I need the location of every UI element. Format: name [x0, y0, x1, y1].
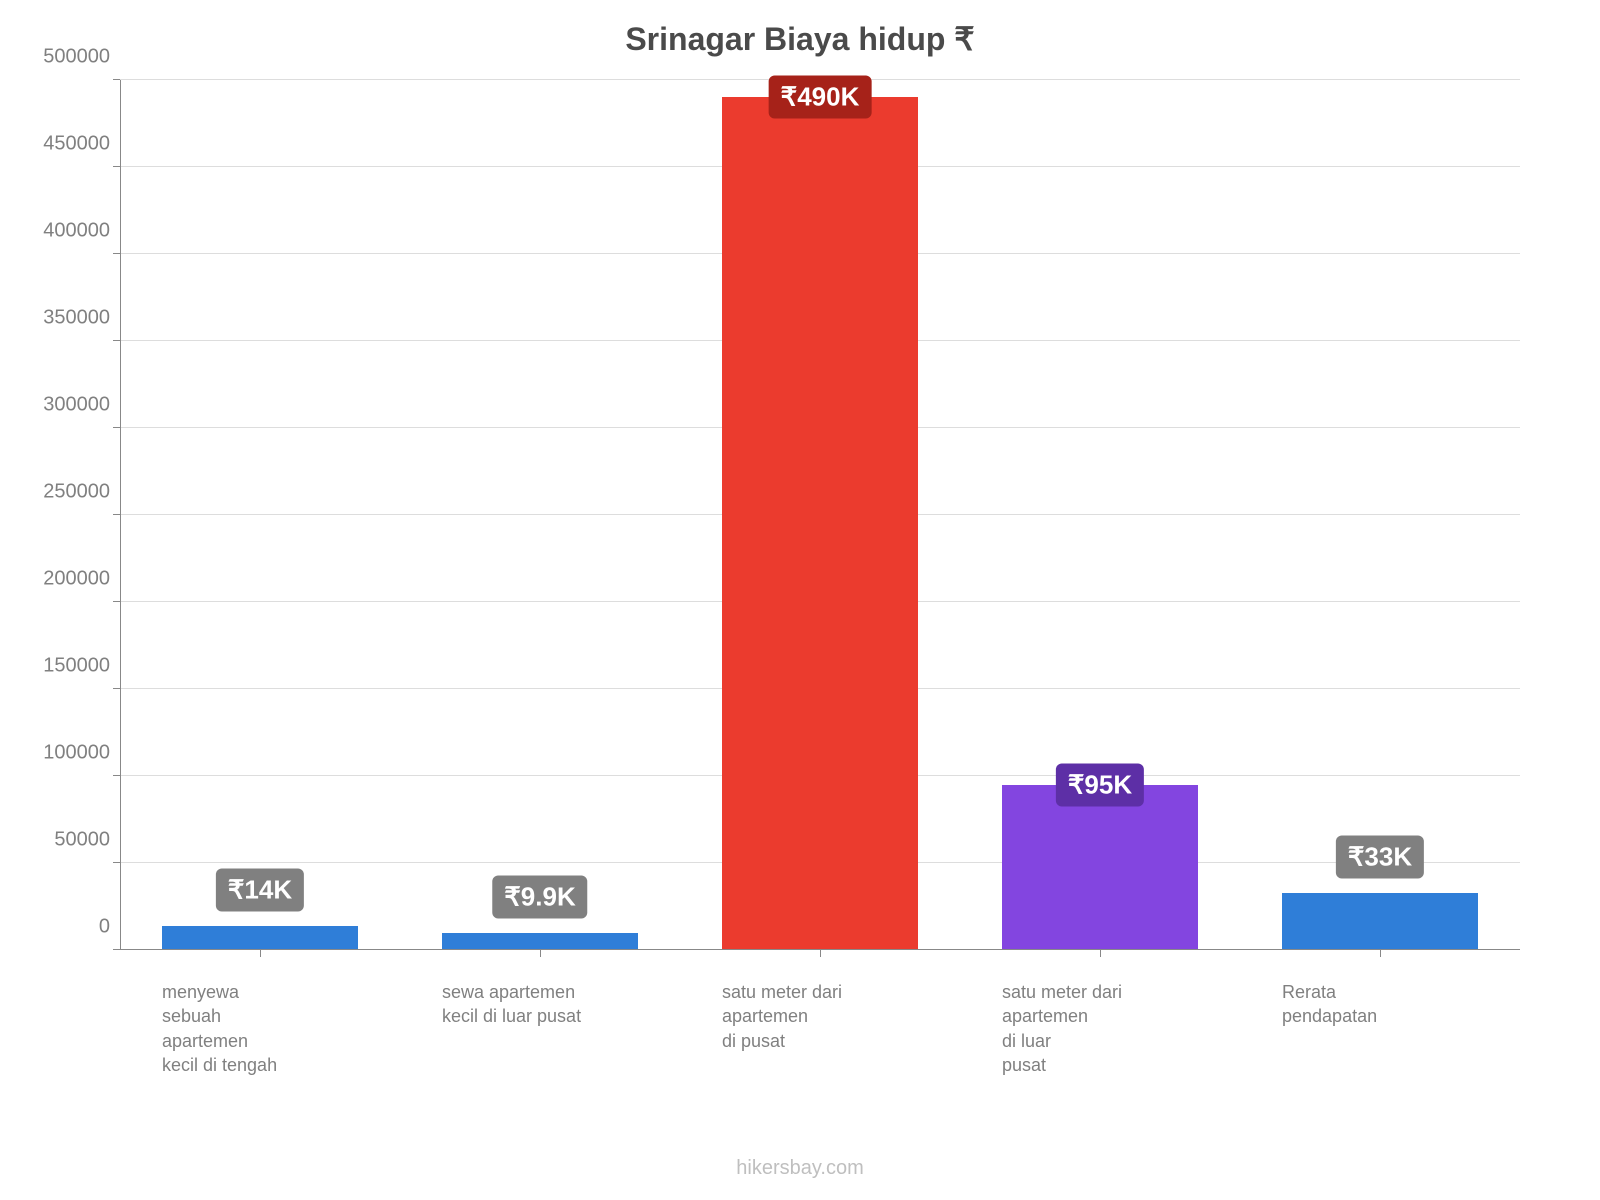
ytick-mark	[113, 601, 120, 602]
y-axis-line	[120, 80, 121, 950]
x-category-label: satu meter dariapartemendi luarpusat	[1002, 950, 1212, 1077]
x-category-line: di luar	[1002, 1029, 1212, 1053]
ytick-label: 0	[99, 916, 120, 939]
x-category-label: menyewasebuahapartemenkecil di tengah	[162, 950, 372, 1077]
ytick-label: 350000	[43, 307, 120, 330]
x-category-line: pendapatan	[1282, 1004, 1492, 1028]
chart-title: Srinagar Biaya hidup ₹	[0, 20, 1600, 58]
ytick-mark	[113, 862, 120, 863]
ytick-label: 450000	[43, 133, 120, 156]
plot-area: 0500001000001500002000002500003000003500…	[120, 80, 1520, 950]
x-category-label: Reratapendapatan	[1282, 950, 1492, 1029]
value-badge: ₹14K	[216, 868, 304, 911]
ytick-label: 100000	[43, 742, 120, 765]
source-attribution: hikersbay.com	[736, 1157, 863, 1180]
chart-container: Srinagar Biaya hidup ₹ 05000010000015000…	[0, 0, 1600, 1200]
ytick-mark	[113, 253, 120, 254]
x-category-line: Rerata	[1282, 980, 1492, 1004]
x-category-line: apartemen	[162, 1029, 372, 1053]
x-category-line: satu meter dari	[722, 980, 932, 1004]
value-badge: ₹9.9K	[492, 875, 587, 918]
bar: ₹95K	[1002, 785, 1198, 950]
bar: ₹14K	[162, 926, 358, 950]
ytick-mark	[113, 775, 120, 776]
ytick-mark	[113, 427, 120, 428]
ytick-label: 50000	[54, 829, 120, 852]
ytick-mark	[113, 340, 120, 341]
ytick-label: 150000	[43, 655, 120, 678]
bar: ₹9.9K	[442, 933, 638, 950]
ytick-mark	[113, 79, 120, 80]
ytick-mark	[113, 688, 120, 689]
ytick-label: 300000	[43, 394, 120, 417]
ytick-mark	[113, 166, 120, 167]
x-category-line: apartemen	[1002, 1004, 1212, 1028]
x-category-line: sewa apartemen	[442, 980, 652, 1004]
x-category-label: satu meter dariapartemendi pusat	[722, 950, 932, 1053]
ytick-label: 250000	[43, 481, 120, 504]
x-category-line: kecil di luar pusat	[442, 1004, 652, 1028]
ytick-label: 400000	[43, 220, 120, 243]
value-badge: ₹33K	[1336, 835, 1424, 878]
x-category-line: pusat	[1002, 1053, 1212, 1077]
ytick-mark	[113, 949, 120, 950]
x-category-line: sebuah	[162, 1004, 372, 1028]
x-category-line: apartemen	[722, 1004, 932, 1028]
value-badge: ₹490K	[769, 76, 872, 119]
x-category-line: kecil di tengah	[162, 1053, 372, 1077]
x-category-label: sewa apartemenkecil di luar pusat	[442, 950, 652, 1029]
bar: ₹490K	[722, 97, 918, 950]
x-category-line: satu meter dari	[1002, 980, 1212, 1004]
x-category-line: menyewa	[162, 980, 372, 1004]
ytick-label: 500000	[43, 46, 120, 69]
value-badge: ₹95K	[1056, 763, 1144, 806]
ytick-mark	[113, 514, 120, 515]
x-category-line: di pusat	[722, 1029, 932, 1053]
bar: ₹33K	[1282, 893, 1478, 950]
ytick-label: 200000	[43, 568, 120, 591]
